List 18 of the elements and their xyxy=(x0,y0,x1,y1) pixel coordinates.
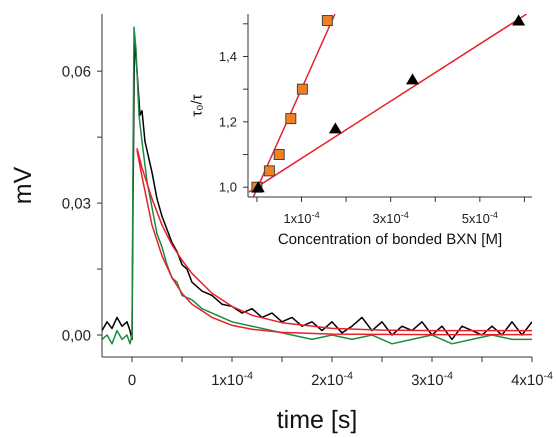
y-tick-label: 0,03 xyxy=(62,195,91,212)
y-axis-title: τ₀/τ xyxy=(188,94,206,117)
y-axis-title: mV xyxy=(8,166,37,204)
y-tick-label: 0,00 xyxy=(62,327,91,344)
x-tick-label: 5x10$^{-4}$ xyxy=(462,210,498,226)
y-tick-label: 0,06 xyxy=(62,63,91,80)
x-tick-label: 2x10$^{-4}$ xyxy=(311,370,354,389)
x-tick-label: 3x10$^{-4}$ xyxy=(411,370,454,389)
x-tick-label: 0 xyxy=(128,372,136,389)
y-tick-label: 1,0 xyxy=(218,180,237,195)
x-axis-title: Concentration of bonded BXN [M] xyxy=(278,231,502,248)
y-tick-label: 1,2 xyxy=(218,114,237,130)
x-tick-label: 1x10$^{-4}$ xyxy=(283,210,320,226)
x-tick-label: 1x10$^{-4}$ xyxy=(211,370,254,389)
x-tick-label: 4x10$^{-4}$ xyxy=(511,370,554,389)
y-tick-label: 1,4 xyxy=(218,49,237,64)
x-tick-label: 3x10$^{-4}$ xyxy=(372,210,409,226)
x-axis-title: time [s] xyxy=(276,406,358,434)
